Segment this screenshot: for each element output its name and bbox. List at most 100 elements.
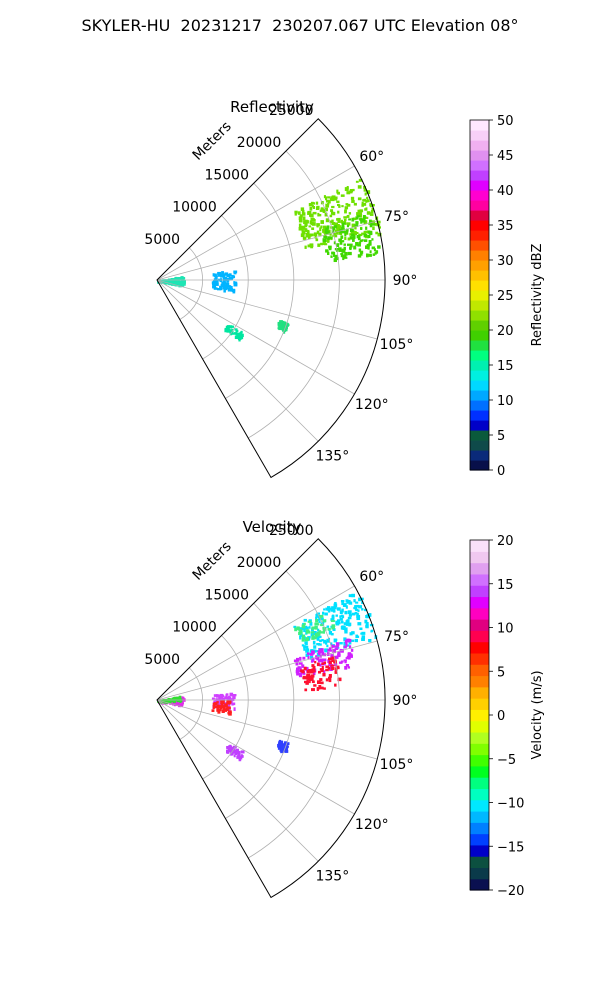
echo-gate xyxy=(311,626,314,630)
echo-gate xyxy=(221,705,226,709)
echo-gate xyxy=(341,225,345,230)
echo-gate xyxy=(303,629,306,633)
echo-gate xyxy=(331,606,335,609)
range-ring xyxy=(247,150,340,439)
echo-gate xyxy=(321,649,324,652)
echo-gate xyxy=(368,212,372,215)
echo-gate xyxy=(320,681,324,685)
echo-gate xyxy=(309,677,313,681)
echo-gate xyxy=(311,218,315,221)
range-tick-label: 25000 xyxy=(269,103,314,119)
echo-gate xyxy=(302,676,307,680)
echo-gate xyxy=(226,704,231,707)
echo-gate xyxy=(214,275,218,280)
echo-gate xyxy=(223,285,227,288)
echo-gate xyxy=(333,198,337,201)
echo-gate xyxy=(307,211,311,215)
echo-gate xyxy=(377,245,381,249)
echo-gate xyxy=(217,288,221,291)
echo-gate xyxy=(238,337,241,342)
echo-gate xyxy=(299,672,303,676)
echo-gate xyxy=(356,234,361,239)
azimuth-tick-label: 60° xyxy=(359,149,384,165)
echo-gate xyxy=(340,232,343,236)
echo-gate xyxy=(322,241,326,246)
echo-gate xyxy=(320,208,325,212)
echo-gate xyxy=(347,222,351,226)
echo-gate xyxy=(330,209,334,213)
echo-gate xyxy=(309,653,314,656)
echo-gate xyxy=(348,623,351,627)
echo-gate xyxy=(316,687,319,691)
echo-gate xyxy=(369,232,373,236)
echo-gate xyxy=(365,245,368,249)
range-tick-label: 15000 xyxy=(204,587,249,603)
echo-gate xyxy=(229,331,233,334)
echo-gate xyxy=(333,659,337,663)
echo-gate xyxy=(312,671,316,676)
echo-gate xyxy=(310,202,313,206)
echo-gate xyxy=(226,329,231,333)
echo-gate xyxy=(336,607,341,611)
echo-gate xyxy=(348,642,352,645)
echo-gate xyxy=(318,651,321,656)
echo-gate xyxy=(328,200,331,204)
echo-gate xyxy=(328,236,333,239)
echo-gate xyxy=(301,209,305,214)
radar-panel-velocity: Velocity 5000 10000 15000 20000 25000 Meters 60… xyxy=(144,518,545,899)
echo-gate xyxy=(360,220,363,224)
echo-gate xyxy=(233,747,236,752)
echo-gate xyxy=(346,622,350,626)
echo-gate xyxy=(321,652,325,656)
echo-gate xyxy=(225,325,229,330)
colorbar-label: Reflectivity dBZ xyxy=(530,244,545,347)
echo-gate xyxy=(327,649,331,652)
echo-gate xyxy=(173,282,177,285)
echo-gate xyxy=(164,699,167,702)
echo-gate xyxy=(305,229,310,232)
echo-gate xyxy=(343,221,346,224)
echo-gate xyxy=(351,217,355,222)
echo-gate xyxy=(368,253,372,257)
echo-gate xyxy=(346,191,351,195)
echo-gate xyxy=(365,200,368,203)
echo-gate xyxy=(313,645,317,649)
azimuth-spoke xyxy=(156,279,355,395)
echo-gate xyxy=(355,242,359,246)
echo-gate xyxy=(362,202,367,206)
echo-gate xyxy=(335,667,338,671)
echo-gate xyxy=(335,196,338,200)
echo-gate xyxy=(367,613,372,617)
colorbar-swatch xyxy=(470,731,489,744)
echo-gate xyxy=(305,228,308,231)
echo-gate xyxy=(326,625,330,628)
echo-gate xyxy=(322,658,327,662)
echo-gate xyxy=(301,664,305,668)
echo-gate xyxy=(327,237,330,240)
echo-gate xyxy=(304,219,308,224)
echo-gate xyxy=(305,629,310,633)
echo-gate xyxy=(343,255,347,258)
colorbar-swatch xyxy=(470,675,489,688)
echo-gate xyxy=(325,235,328,239)
echo-gate xyxy=(352,188,355,192)
echo-gate xyxy=(363,233,368,237)
echo-gate xyxy=(301,637,305,642)
echo-gate xyxy=(314,234,317,239)
echo-gate xyxy=(352,234,356,239)
echo-gate xyxy=(213,700,218,704)
echo-gate xyxy=(323,225,327,229)
echo-gate xyxy=(341,205,344,208)
echo-gate xyxy=(311,636,315,640)
echo-gate xyxy=(317,681,322,684)
echo-gate xyxy=(178,702,182,705)
echo-gate xyxy=(335,620,339,625)
echo-gate xyxy=(310,674,315,678)
echo-gate xyxy=(356,212,361,216)
echo-gate xyxy=(335,655,339,659)
colorbar-swatch xyxy=(470,585,489,598)
echo-gate xyxy=(325,218,329,223)
echo-gate xyxy=(235,329,239,333)
echo-gate xyxy=(216,279,219,283)
echo-gate xyxy=(304,245,307,249)
